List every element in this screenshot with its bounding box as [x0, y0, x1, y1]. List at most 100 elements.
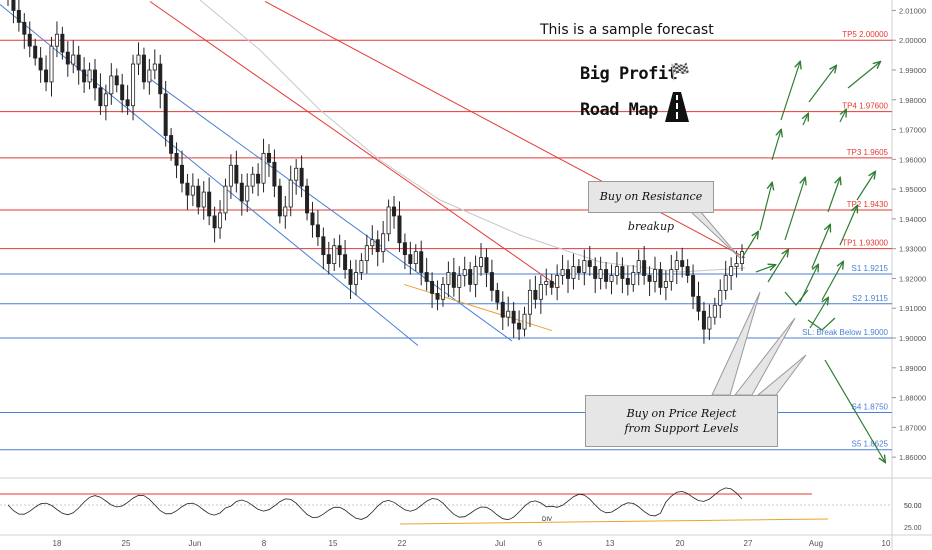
candle-body: [92, 69, 97, 89]
candle-body: [691, 275, 696, 297]
candle-body: [277, 185, 282, 217]
candle-body: [440, 284, 445, 300]
candle-body: [489, 272, 494, 291]
projection-arrow: [856, 172, 875, 201]
candle-body: [27, 33, 32, 47]
candle-body: [653, 269, 658, 282]
candle-body: [538, 284, 543, 300]
candle-body: [147, 69, 152, 83]
candle-body: [468, 269, 473, 285]
chart-title: This is a sample forecast: [540, 22, 714, 38]
candle-body: [701, 310, 706, 330]
candle-body: [71, 54, 76, 65]
x-tick-label: 25: [122, 539, 131, 548]
y-tick-label: 1.92000: [899, 274, 926, 283]
candle-body: [446, 272, 451, 285]
candle-body: [65, 51, 70, 65]
candle-body: [555, 275, 560, 288]
candle-body: [272, 161, 277, 187]
projection-arrow: [759, 183, 772, 231]
x-tick-label: 18: [53, 539, 62, 548]
projection-arrow: [771, 130, 781, 161]
candle-body: [44, 69, 49, 83]
projection-zigzag-1: [784, 289, 809, 306]
candle-body: [381, 233, 386, 253]
projection-arrow: [780, 62, 800, 121]
candle-body: [33, 45, 38, 59]
candle-body: [326, 254, 331, 264]
candle-body: [261, 152, 266, 184]
y-tick-label: 1.95000: [899, 185, 926, 194]
candle-body: [707, 316, 712, 330]
candle-body: [566, 269, 571, 279]
candle-body: [500, 301, 505, 318]
breakup-callout: Buy on Resistance breakup: [588, 181, 714, 233]
candle-body: [484, 257, 489, 273]
candle-body: [223, 185, 228, 214]
candle-body: [152, 63, 157, 71]
candle-body: [256, 173, 261, 184]
candle-body: [397, 215, 402, 244]
road-icon: [665, 92, 689, 122]
candle-body: [479, 257, 484, 267]
candle-body: [712, 304, 717, 318]
candle-body: [82, 69, 87, 83]
projection-arrow: [755, 265, 775, 273]
red-trendline-1: [149, 1, 561, 288]
candle-body: [136, 54, 141, 65]
candle-body: [560, 269, 565, 276]
candle-body: [685, 266, 690, 276]
candle-body: [207, 191, 212, 217]
y-tick-label: 1.87000: [899, 423, 926, 432]
x-tick-label: 27: [744, 539, 753, 548]
candle-body: [218, 212, 223, 229]
projection-arrow: [803, 114, 808, 126]
candle-body: [299, 167, 304, 187]
candle-body: [663, 281, 668, 288]
projection-arrow: [839, 110, 846, 123]
candle-body: [266, 152, 271, 163]
y-tick-label: 1.86000: [899, 453, 926, 462]
rsi-trendline: [399, 518, 829, 525]
candle-body: [283, 206, 288, 217]
y-tick-label: 1.93000: [899, 245, 926, 254]
candle-body: [11, 0, 16, 11]
candle-body: [190, 185, 195, 196]
x-tick-label: Aug: [809, 539, 823, 548]
candle-body: [392, 206, 397, 217]
candle-body: [435, 292, 440, 300]
level-label: S1 1.9215: [852, 264, 889, 273]
rsi-line: [7, 487, 743, 521]
candle-body: [576, 266, 581, 273]
y-tick-label: 1.89000: [899, 364, 926, 373]
candle-body: [49, 45, 54, 83]
candle-body: [495, 289, 500, 303]
candle-body: [473, 266, 478, 285]
level-label: TP3 1.9605: [847, 148, 889, 157]
y-tick-label: 2.00000: [899, 36, 926, 45]
candle-body: [658, 269, 663, 288]
x-tick-label: 6: [538, 539, 543, 548]
candle-body: [131, 63, 136, 107]
candle-body: [332, 245, 337, 264]
blue-trendline-2: [149, 78, 513, 342]
projection-arrow: [847, 62, 880, 89]
rsi-divergence-label: DIV: [542, 517, 552, 523]
candle-body: [250, 173, 255, 187]
candle-body: [696, 295, 701, 312]
candle-body: [462, 269, 467, 276]
candle-body: [185, 182, 190, 196]
projection-arrow: [811, 225, 830, 269]
candle-body: [163, 93, 168, 136]
candle-body: [669, 269, 674, 282]
candle-body: [614, 266, 619, 276]
candle-body: [598, 269, 603, 279]
candle-body: [201, 191, 206, 208]
y-tick-label: 1.96000: [899, 155, 926, 164]
rsi-lower-label: 25.00: [904, 525, 922, 532]
moving-average: [199, 0, 746, 273]
x-tick-label: 15: [329, 539, 338, 548]
candle-body: [98, 87, 103, 107]
level-label: S5 1.8625: [852, 440, 889, 449]
road-map-label: Road Map: [580, 100, 658, 120]
